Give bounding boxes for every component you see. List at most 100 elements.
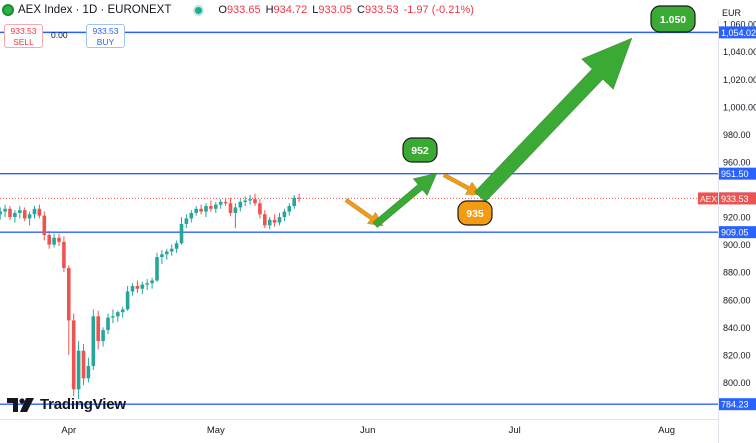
open-label: O: [218, 4, 227, 16]
green-arrow-up-952: [372, 172, 438, 229]
buy-price: 933.53: [92, 26, 119, 36]
y-tick-label: 820.00: [723, 350, 751, 360]
candlestick-series: [0, 193, 301, 399]
buy-label: BUY: [96, 36, 115, 47]
candle-body: [125, 291, 130, 310]
orange-arrow-down-935: [442, 172, 482, 196]
market-status-icon: [195, 6, 203, 14]
candle-body: [204, 206, 208, 212]
tradingview-logo[interactable]: TradingView: [7, 396, 126, 413]
annotation-1050-text: 1.050: [660, 14, 686, 26]
price-line-axis-label: 909.05: [721, 228, 749, 238]
x-tick-label: Jul: [509, 425, 521, 436]
candle-body: [297, 197, 301, 199]
candle-body: [91, 316, 96, 366]
candle-body: [209, 206, 213, 209]
x-tick-label: May: [207, 425, 225, 436]
y-tick-label: 1,000.00: [723, 102, 756, 112]
candle-body: [272, 219, 277, 223]
exchange-logo-icon: [2, 4, 14, 16]
candle-body: [22, 210, 27, 219]
candle-body: [169, 248, 174, 252]
candle-body: [150, 280, 154, 284]
candle-body: [111, 316, 115, 318]
candle-body: [258, 203, 262, 215]
price-line-axis-tag: [719, 226, 756, 239]
candle-body: [165, 251, 169, 255]
candle-body: [140, 284, 145, 289]
candle-body: [67, 268, 71, 321]
x-tick-label: Aug: [658, 425, 675, 436]
last-price-axis-label: 933.53: [721, 194, 749, 204]
candle-body: [27, 214, 32, 219]
annotation-935-text: 935: [466, 208, 484, 220]
candle-body: [0, 211, 2, 215]
annotation-952-text: 952: [411, 145, 429, 157]
candle-body: [267, 219, 272, 226]
candle-body: [218, 201, 223, 205]
candle-body: [223, 201, 228, 204]
candle-body: [13, 212, 17, 218]
candle-body: [238, 201, 243, 208]
candle-body: [233, 207, 238, 213]
candle-body: [253, 199, 257, 204]
candle-body: [155, 257, 159, 281]
candle-body: [18, 210, 22, 213]
candle-body: [189, 212, 194, 219]
candle-body: [248, 199, 252, 201]
candle-body: [184, 218, 189, 224]
horizontal-price-lines[interactable]: [0, 31, 718, 405]
candle-body: [62, 241, 66, 269]
y-tick-label: 880.00: [723, 268, 751, 278]
currency-label: EUR: [722, 8, 742, 18]
candle-body: [214, 204, 218, 209]
sell-button[interactable]: 933.53 SELL: [4, 24, 43, 48]
candle-body: [86, 365, 91, 379]
candle-body: [96, 316, 100, 342]
tradingview-brand: TradingView: [40, 396, 126, 413]
candle-body: [52, 237, 56, 245]
candle-body: [71, 320, 76, 390]
price-line-axis-tag: [719, 167, 756, 180]
y-tick-label: 1,060.00: [723, 20, 756, 30]
candle-body: [76, 350, 81, 390]
candle-body: [243, 200, 247, 202]
candle-body: [160, 254, 164, 258]
y-tick-label: 860.00: [723, 295, 751, 305]
candle-body: [42, 215, 47, 235]
y-tick-label: 800.00: [723, 378, 751, 388]
y-tick-label: 1,020.00: [723, 75, 756, 85]
candle-body: [47, 234, 51, 245]
y-tick-label: 920.00: [723, 213, 751, 223]
candle-body: [101, 330, 105, 342]
sell-label: SELL: [13, 36, 34, 47]
symbol-header: AEX Index · 1D · EURONEXT O 933.65 H 934.7…: [0, 0, 479, 20]
time-axis[interactable]: Apr May Jun Jul Aug: [0, 419, 718, 437]
price-line-axis-label: 951.50: [721, 169, 749, 179]
spread-value: 0.00: [51, 30, 68, 40]
candle-body: [3, 208, 7, 212]
candle-body: [263, 214, 267, 226]
y-tick-label: 960.00: [723, 157, 751, 167]
price-line-axis-tag: [719, 26, 756, 39]
green-arrow-up-1050: [474, 37, 633, 203]
candle-body: [292, 197, 296, 207]
price-axis[interactable]: 1,060.00 1,040.00 1,020.00 1,000.00 980.00 96…: [698, 20, 756, 443]
candle-body: [135, 285, 140, 289]
candle-body: [145, 283, 149, 285]
sell-price: 933.53: [10, 26, 37, 36]
candle-body: [106, 317, 110, 331]
symbol-title[interactable]: AEX Index · 1D · EURONEXT: [18, 4, 172, 16]
candle-body: [120, 309, 125, 313]
low-label: L: [312, 4, 319, 16]
candle-body: [57, 237, 61, 242]
y-tick-label: 900.00: [723, 240, 751, 250]
buy-button[interactable]: 933.53 BUY: [86, 24, 125, 48]
low-value: 933.05: [318, 4, 352, 16]
symbol-axis-label: AEX: [700, 194, 717, 204]
projection-arrows[interactable]: 952 935 1.050: [344, 5, 696, 229]
symbol-axis-tag: [698, 192, 718, 205]
high-value: 934.72: [273, 4, 308, 16]
candle-body: [174, 243, 179, 249]
